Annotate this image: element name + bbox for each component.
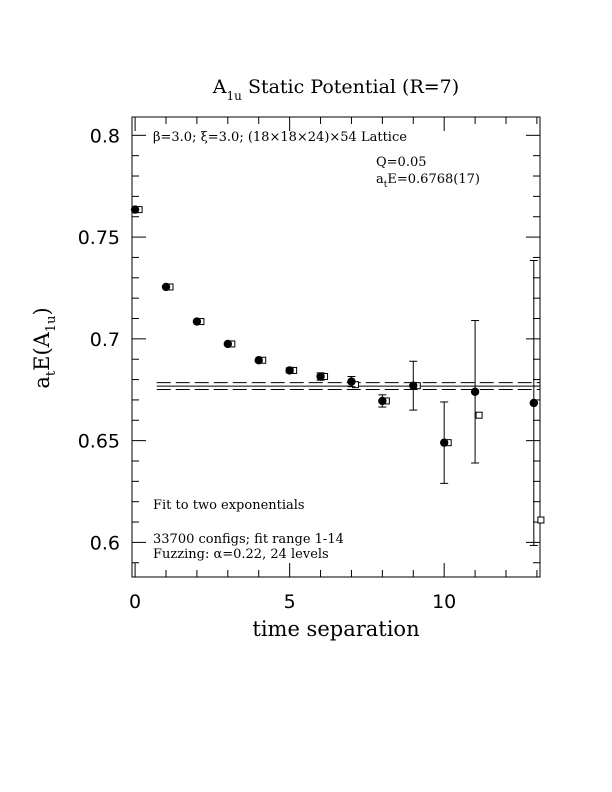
fit-annotation: Fit to two exponentials <box>153 498 305 513</box>
y-tick-label: 0.6 <box>90 532 120 554</box>
circle-point <box>130 205 140 214</box>
energy-t: t <box>384 180 388 190</box>
x-tick-label: 5 <box>284 591 296 613</box>
circle-point <box>439 438 449 447</box>
energy-annotation: atE=0.6768(17) <box>376 172 480 190</box>
y-axis-label: atE(A1u) <box>30 307 59 388</box>
y-tick-label: 0.65 <box>78 431 120 453</box>
x-tick-label: 0 <box>129 591 141 613</box>
axes: 0 5 10 0.6 0.65 0.7 0.75 0.8 <box>78 116 541 613</box>
title-sub: 1u <box>227 89 243 103</box>
y-label-close: ) <box>30 307 54 315</box>
x-axis-label: time separation <box>252 617 419 641</box>
plot-frame <box>131 116 541 578</box>
circle-point <box>316 372 325 381</box>
q-annotation: Q=0.05 <box>376 155 427 170</box>
lattice-annotation: β=3.0; ξ=3.0; (18×18×24)×54 Lattice <box>153 130 407 145</box>
square-point <box>537 516 545 524</box>
energy-value: E=0.6768(17) <box>387 172 480 187</box>
y-label-e: E(A <box>30 331 54 371</box>
x-tick-label: 10 <box>432 591 456 613</box>
y-tick-label: 0.7 <box>90 329 120 351</box>
circle-point <box>378 396 387 406</box>
circle-point <box>161 282 171 292</box>
title-main: A <box>212 76 227 98</box>
circle-point <box>409 381 418 390</box>
square-point <box>475 411 483 419</box>
y-tick-label: 0.8 <box>90 125 120 147</box>
fuzzing-annotation: Fuzzing: α=0.22, 24 levels <box>153 547 329 562</box>
circle-point <box>347 377 356 386</box>
configs-annotation: 33700 configs; fit range 1-14 <box>153 532 344 547</box>
y-tick-label: 0.75 <box>78 227 120 249</box>
circle-point <box>285 366 294 375</box>
circle-point <box>254 356 263 365</box>
y-label-a: a <box>30 376 54 389</box>
title-rest: Static Potential (R=7) <box>242 76 459 98</box>
circle-point <box>223 339 233 349</box>
y-label-t: t <box>44 370 59 376</box>
circle-point <box>529 398 539 408</box>
circle-point <box>192 317 202 326</box>
data-points <box>130 205 545 546</box>
y-label-sub: 1u <box>44 316 59 333</box>
chart-title: A1u Static Potential (R=7) <box>212 76 459 103</box>
energy-a: a <box>376 172 384 187</box>
circle-point <box>470 387 480 396</box>
